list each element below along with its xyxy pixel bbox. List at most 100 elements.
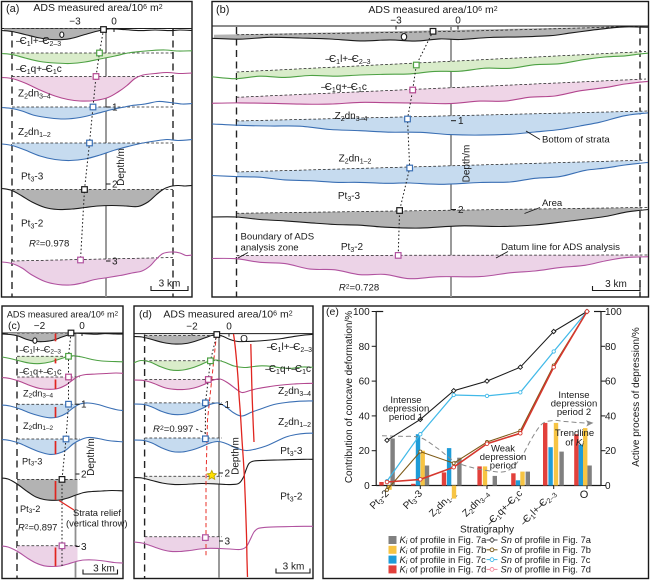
svg-text:Weak: Weak — [491, 444, 515, 455]
svg-text:ADS measured area/106 m2: ADS measured area/106 m2 — [368, 4, 497, 16]
svg-text:0: 0 — [226, 322, 232, 333]
svg-text:Boundary of ADS: Boundary of ADS — [241, 232, 315, 243]
svg-text:Sn of profile in Fig. 7c: Sn of profile in Fig. 7c — [501, 555, 591, 565]
svg-text:–Є1q+–Є1c: –Є1q+–Є1c — [485, 488, 525, 528]
svg-text:Active process of depression/%: Active process of depression/% — [631, 327, 642, 467]
svg-text:of Ki: of Ki — [565, 438, 584, 449]
svg-text:3 km: 3 km — [159, 279, 181, 290]
svg-text:analysis zone: analysis zone — [241, 243, 299, 254]
svg-text:Pt3-2: Pt3-2 — [341, 242, 364, 254]
svg-text:Depth/m: Depth/m — [116, 148, 127, 186]
svg-text:O: O — [240, 334, 248, 345]
svg-text:depression: depression — [551, 399, 597, 410]
svg-text:Ki of profile in Fig. 7b: Ki of profile in Fig. 7b — [400, 545, 487, 556]
svg-text:Pt3-2: Pt3-2 — [368, 488, 392, 512]
svg-text:Pt3-3: Pt3-3 — [401, 488, 425, 512]
svg-text:(c): (c) — [8, 320, 20, 332]
svg-text:60: 60 — [605, 377, 617, 388]
svg-text:3: 3 — [225, 537, 231, 548]
svg-text:1: 1 — [225, 400, 231, 411]
svg-text:ADS measured area/106 m2: ADS measured area/106 m2 — [7, 310, 119, 320]
svg-text:3 km: 3 km — [93, 564, 115, 575]
svg-text:O: O — [580, 489, 589, 501]
svg-text:20: 20 — [359, 446, 371, 457]
svg-text:3 km: 3 km — [283, 562, 305, 573]
svg-text:1: 1 — [81, 400, 87, 411]
svg-text:–Є1q+–Є1c: –Є1q+–Є1c — [16, 64, 62, 76]
svg-text:–Є1l+–Є2–3: –Є1l+–Є2–3 — [16, 36, 61, 48]
svg-text:–Є1q+–Є1c: –Є1q+–Є1c — [20, 367, 62, 378]
svg-text:period 1: period 1 — [389, 412, 423, 423]
svg-text:40: 40 — [359, 411, 371, 422]
svg-text:R2=0.997: R2=0.997 — [153, 424, 193, 435]
svg-text:R2=0.978: R2=0.978 — [29, 239, 69, 250]
svg-text:period: period — [490, 461, 516, 472]
svg-text:Intense: Intense — [558, 390, 589, 401]
svg-text:–Є1q+–Є1c: –Є1q+–Є1c — [321, 82, 367, 94]
svg-text:2: 2 — [458, 205, 464, 216]
svg-text:–Є1q+–Є1c: –Є1q+–Є1c — [265, 364, 311, 376]
svg-text:Bottom of strata: Bottom of strata — [542, 135, 610, 146]
svg-text:0: 0 — [364, 481, 370, 492]
svg-text:Stratigraphy: Stratigraphy — [460, 525, 514, 536]
svg-text:−2: −2 — [34, 321, 46, 332]
svg-text:Z2dn3–4: Z2dn3–4 — [23, 389, 54, 400]
svg-text:Pt3-3: Pt3-3 — [21, 172, 44, 184]
svg-text:Ki of profile in Fig. 7a: Ki of profile in Fig. 7a — [400, 535, 488, 546]
svg-text:0: 0 — [111, 17, 117, 28]
svg-text:Z2dn1–2: Z2dn1–2 — [339, 154, 372, 166]
svg-text:(vertical throw): (vertical throw) — [66, 518, 127, 529]
svg-text:Trendline: Trendline — [555, 428, 594, 439]
svg-text:60: 60 — [359, 377, 371, 388]
svg-text:40: 40 — [605, 411, 617, 422]
svg-text:3: 3 — [112, 257, 118, 268]
svg-text:20: 20 — [605, 446, 617, 457]
svg-text:depression: depression — [383, 404, 429, 415]
svg-text:Sn of profile in Fig. 7b: Sn of profile in Fig. 7b — [501, 545, 591, 555]
svg-text:(e): (e) — [326, 306, 339, 318]
svg-text:Depth/m: Depth/m — [462, 145, 473, 183]
svg-text:Z2dn1–2: Z2dn1–2 — [23, 421, 54, 432]
svg-text:Z2dn1–2: Z2dn1–2 — [278, 417, 311, 429]
svg-text:Pt3-2: Pt3-2 — [20, 504, 40, 515]
svg-text:1: 1 — [458, 116, 464, 127]
svg-text:Pt3-2: Pt3-2 — [280, 492, 303, 504]
svg-text:3 km: 3 km — [605, 279, 627, 290]
svg-text:80: 80 — [359, 342, 371, 353]
svg-text:–Є1l+–Є2–3: –Є1l+–Є2–3 — [325, 54, 370, 66]
svg-text:2: 2 — [81, 470, 87, 481]
svg-text:Pt3-3: Pt3-3 — [22, 457, 42, 468]
svg-text:Pt3-2: Pt3-2 — [21, 219, 44, 231]
svg-text:period 2: period 2 — [557, 407, 591, 418]
svg-text:depression: depression — [480, 452, 526, 463]
svg-text:−3: −3 — [390, 16, 402, 27]
svg-text:(b): (b) — [216, 4, 229, 16]
svg-text:Datum line for ADS analysis: Datum line for ADS analysis — [501, 242, 620, 253]
svg-text:Pt3-3: Pt3-3 — [280, 446, 303, 458]
svg-text:Pt3-3: Pt3-3 — [338, 191, 361, 203]
svg-text:(a): (a) — [6, 3, 19, 15]
svg-text:Intense: Intense — [390, 395, 421, 406]
svg-text:–Є1l+–Є2–3: –Є1l+–Є2–3 — [20, 345, 62, 356]
svg-text:R2=0.897: R2=0.897 — [18, 522, 57, 533]
svg-text:Z2dn3–4: Z2dn3–4 — [18, 89, 51, 101]
svg-text:Depth/m: Depth/m — [231, 437, 242, 475]
svg-text:1: 1 — [112, 103, 118, 114]
svg-text:3: 3 — [81, 542, 87, 553]
svg-text:–Є1l+–Є2–3: –Є1l+–Є2–3 — [267, 342, 312, 354]
svg-text:ADS measured area/106 m2: ADS measured area/106 m2 — [163, 309, 292, 321]
svg-text:(d): (d) — [139, 309, 152, 321]
svg-text:−2: −2 — [186, 322, 198, 333]
svg-text:80: 80 — [605, 342, 617, 353]
svg-text:2: 2 — [112, 180, 118, 191]
svg-text:Ki of profile in Fig. 7c: Ki of profile in Fig. 7c — [400, 555, 487, 566]
svg-text:0: 0 — [605, 481, 611, 492]
svg-text:Area: Area — [542, 198, 563, 209]
svg-text:Sn of profile in Fig. 7d: Sn of profile in Fig. 7d — [501, 565, 591, 575]
svg-text:100: 100 — [605, 307, 622, 318]
svg-text:Z2dn3–4: Z2dn3–4 — [278, 386, 311, 398]
svg-text:Z2dn3–4: Z2dn3–4 — [335, 111, 368, 123]
svg-text:100: 100 — [353, 307, 370, 318]
svg-text:Ki of profile in Fig. 7d: Ki of profile in Fig. 7d — [400, 565, 487, 576]
svg-text:Contribution of concave deform: Contribution of concave deformation/% — [344, 311, 355, 483]
